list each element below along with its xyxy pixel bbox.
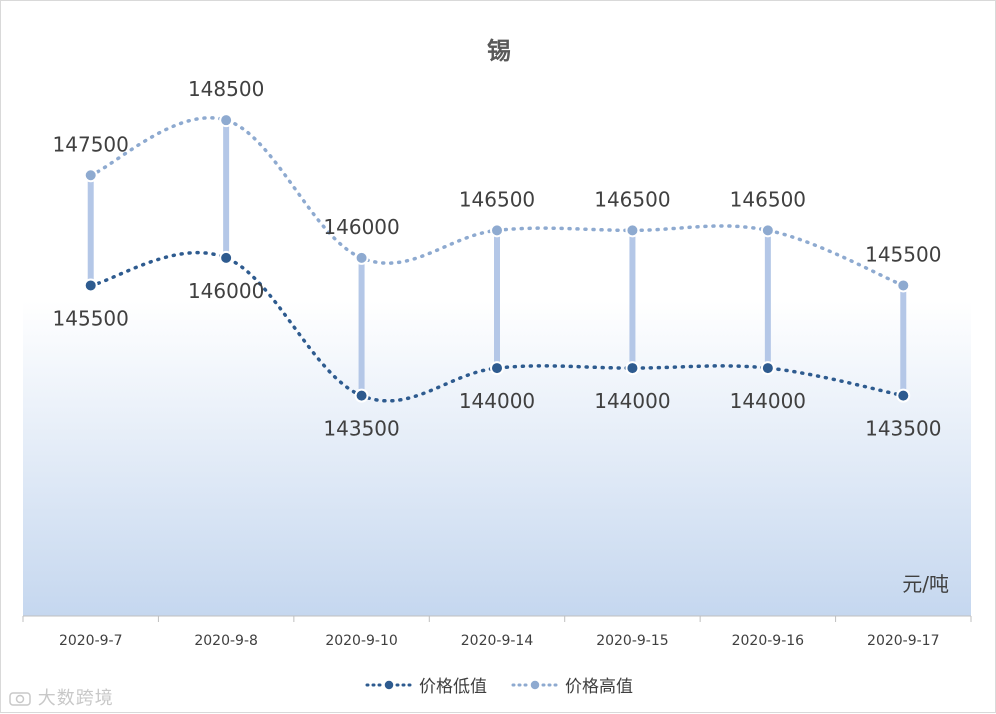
data-point-high[interactable] <box>219 113 234 128</box>
x-tick-label: 2020-9-15 <box>596 633 668 649</box>
legend-label-low: 价格低值 <box>419 677 487 697</box>
x-tick-label: 2020-9-8 <box>194 633 258 649</box>
data-label-high: 148500 <box>188 77 264 101</box>
x-tick-label: 2020-9-10 <box>325 633 397 649</box>
data-label-high: 146000 <box>323 215 399 239</box>
data-label-low: 144000 <box>730 389 806 413</box>
data-point-low[interactable] <box>354 388 369 403</box>
data-point-low[interactable] <box>219 250 234 265</box>
data-label-high: 146500 <box>730 187 806 211</box>
data-point-high[interactable] <box>896 278 911 293</box>
data-point-high[interactable] <box>760 223 775 238</box>
chart-title: 锡 <box>487 37 511 65</box>
legend-item-high[interactable]: 价格高值 <box>511 672 633 697</box>
data-label-low: 143500 <box>323 417 399 441</box>
data-point-low[interactable] <box>83 278 98 293</box>
data-label-high: 147500 <box>53 132 129 156</box>
watermark: 大数跨境 <box>9 684 114 710</box>
data-point-low[interactable] <box>896 388 911 403</box>
data-point-high[interactable] <box>490 223 504 238</box>
legend-swatch-low <box>365 678 413 691</box>
data-label-low: 145500 <box>53 306 129 330</box>
data-label-high: 146500 <box>459 187 535 211</box>
x-tick-label: 2020-9-7 <box>59 633 123 649</box>
legend-item-low[interactable]: 价格低值 <box>365 672 487 697</box>
watermark-text: 大数跨境 <box>37 688 114 709</box>
legend-label-high: 价格高值 <box>565 677 633 697</box>
camera-outline-icon <box>9 692 31 706</box>
data-point-low[interactable] <box>490 361 504 376</box>
unit-label: 元/吨 <box>902 572 949 596</box>
data-point-low[interactable] <box>760 361 775 376</box>
data-label-high: 145500 <box>865 242 941 266</box>
data-point-high[interactable] <box>83 168 98 183</box>
x-tick-label: 2020-9-14 <box>461 633 534 649</box>
data-point-high[interactable] <box>625 223 640 238</box>
data-label-low: 144000 <box>459 389 535 413</box>
x-tick-label: 2020-9-17 <box>867 633 939 649</box>
x-tick-label: 2020-9-16 <box>732 633 805 649</box>
data-label-low: 144000 <box>594 389 670 413</box>
data-label-high: 146500 <box>594 187 670 211</box>
data-label-low: 146000 <box>188 279 264 303</box>
legend: 价格低值 价格高值 <box>1 672 996 697</box>
data-point-low[interactable] <box>625 361 640 376</box>
legend-swatch-high <box>511 678 559 691</box>
data-label-low: 143500 <box>865 417 941 441</box>
data-point-high[interactable] <box>354 250 369 265</box>
